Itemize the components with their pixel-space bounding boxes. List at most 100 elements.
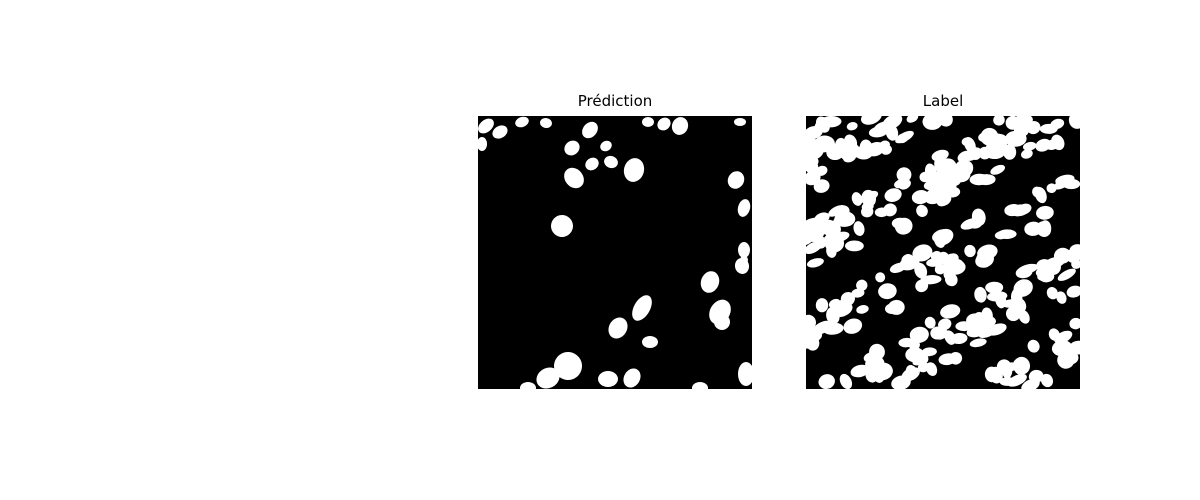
label-blob xyxy=(936,194,952,207)
label-blob xyxy=(889,262,907,273)
label-blob xyxy=(826,307,840,325)
label-blob xyxy=(806,152,813,169)
label-blob xyxy=(1068,116,1080,129)
label-blob xyxy=(1013,120,1030,137)
prediction-mask xyxy=(478,116,752,389)
label-blob xyxy=(1024,221,1043,236)
label-blob xyxy=(883,203,897,217)
label-blob xyxy=(957,150,973,163)
label-blob xyxy=(828,298,841,309)
prediction-blob xyxy=(608,317,628,339)
label-blob xyxy=(1011,204,1029,217)
prediction-blob xyxy=(478,137,487,151)
label-blob xyxy=(806,314,817,331)
label-blob xyxy=(969,173,989,186)
label-blob xyxy=(931,149,949,162)
label-blob xyxy=(954,159,974,177)
prediction-blob xyxy=(478,118,494,134)
label-blob xyxy=(1012,359,1025,375)
label-blob xyxy=(997,229,1017,240)
label-blob xyxy=(856,305,869,314)
label-blob xyxy=(936,163,958,178)
prediction-blob xyxy=(564,140,580,156)
label-blob xyxy=(985,281,1004,294)
label-blob xyxy=(1069,317,1080,330)
label-blob xyxy=(916,204,928,217)
label-blob xyxy=(1022,141,1037,151)
label-blob xyxy=(919,171,931,183)
label-blob xyxy=(1050,118,1065,130)
label-blob xyxy=(815,165,828,176)
prediction-blob xyxy=(692,382,708,389)
label-blob xyxy=(846,122,858,131)
prediction-blob xyxy=(492,125,508,139)
prediction-blob xyxy=(585,157,599,171)
label-blob xyxy=(864,197,876,207)
label-blob xyxy=(912,244,933,262)
label-blob xyxy=(1057,268,1076,281)
label-blob xyxy=(901,254,915,267)
label-blob xyxy=(934,263,947,275)
label-blob xyxy=(999,377,1016,386)
prediction-blob xyxy=(582,121,598,139)
prediction-blob xyxy=(623,368,641,388)
label-blob xyxy=(818,374,835,389)
label-blob xyxy=(974,286,987,303)
label-blob xyxy=(891,217,909,230)
prediction-blob xyxy=(554,352,582,380)
label-blob xyxy=(1057,351,1075,369)
label-blob xyxy=(851,192,863,206)
label-blob xyxy=(806,133,817,152)
label-blob xyxy=(1036,259,1053,273)
label-blob xyxy=(986,133,1008,151)
label-blob xyxy=(914,262,928,279)
label-blob xyxy=(834,205,850,218)
label-blob xyxy=(926,362,938,376)
label-blob xyxy=(906,116,919,123)
label-blob xyxy=(930,326,945,340)
label-blob xyxy=(845,240,864,252)
label-blob xyxy=(949,351,963,365)
prediction-blob xyxy=(600,140,612,152)
label-blob xyxy=(1021,149,1033,159)
label-blob xyxy=(978,326,997,339)
label-blob xyxy=(1017,263,1039,275)
label-image xyxy=(806,116,1080,389)
label-blob xyxy=(824,223,835,238)
label-blob xyxy=(896,167,912,183)
label-blob xyxy=(1066,285,1080,298)
label-blob xyxy=(1055,174,1075,185)
label-blob xyxy=(1054,330,1073,344)
label-blob xyxy=(806,225,824,243)
label-blob xyxy=(891,375,911,389)
label-blob xyxy=(911,190,930,205)
prediction-blob xyxy=(604,155,618,169)
label-blob xyxy=(1036,205,1054,220)
label-blob xyxy=(806,170,821,186)
label-blob xyxy=(814,117,833,131)
label-blob xyxy=(995,291,1007,309)
label-blob xyxy=(964,244,976,258)
label-blob xyxy=(806,328,819,344)
prediction-blob xyxy=(738,242,750,258)
prediction-blob xyxy=(671,117,689,135)
label-blob xyxy=(1046,287,1059,300)
label-blob xyxy=(843,318,863,334)
label-blob xyxy=(993,116,1005,126)
label-blob xyxy=(844,134,858,150)
label-blob xyxy=(898,337,915,348)
label-blob xyxy=(1071,259,1080,269)
label-blob xyxy=(1005,306,1021,322)
label-blob xyxy=(824,234,845,253)
label-blob xyxy=(885,303,900,315)
prediction-blob xyxy=(642,117,654,127)
label-blob xyxy=(806,258,824,268)
label-blob xyxy=(974,315,996,329)
prediction-blob xyxy=(520,382,536,389)
label-blob xyxy=(833,215,854,227)
label-blob xyxy=(875,272,886,283)
label-blob xyxy=(1056,291,1067,304)
label-blob xyxy=(1051,134,1065,151)
label-blob xyxy=(885,124,899,141)
prediction-blob xyxy=(642,336,658,348)
